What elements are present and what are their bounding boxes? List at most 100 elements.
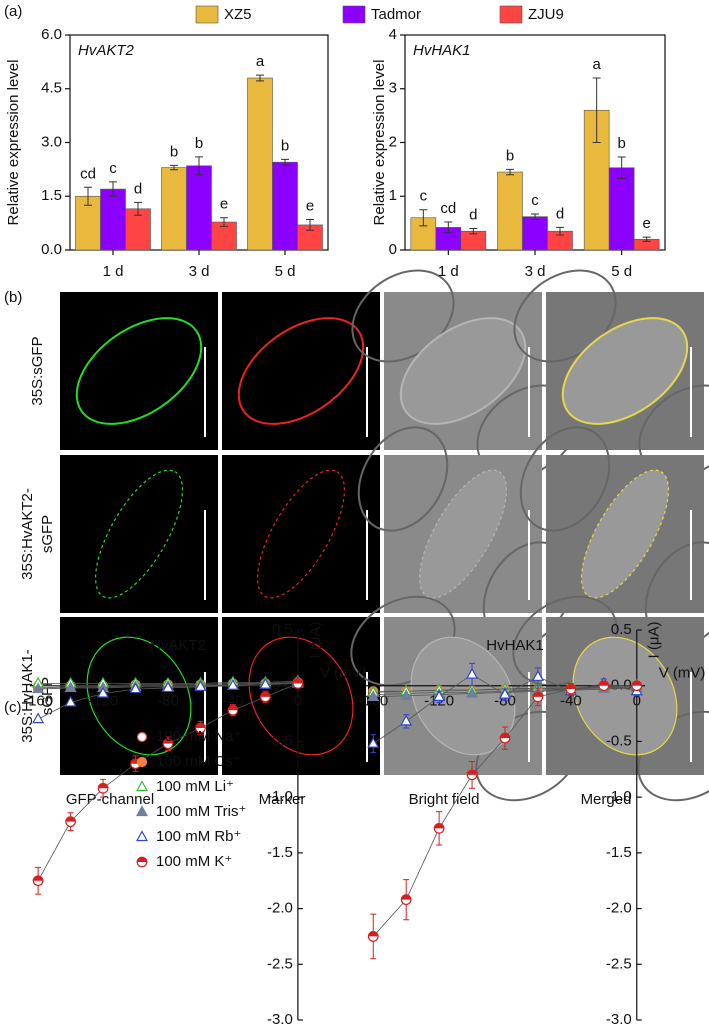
legend-swatch — [195, 5, 219, 24]
error-bar — [170, 164, 178, 171]
y-tick-label: -1.0 — [606, 788, 632, 805]
error-bar — [469, 228, 478, 235]
x-tick-label: -40 — [560, 693, 582, 710]
x-tick-label: 0 — [633, 693, 641, 710]
y-tick-label: 1 — [389, 187, 397, 204]
cell-outline — [357, 426, 449, 532]
marker — [367, 931, 379, 942]
x-axis-label: V (mV) — [659, 665, 706, 682]
marker-half — [500, 733, 510, 739]
significance-letter: b — [170, 143, 178, 160]
marker — [598, 680, 610, 692]
significance-letter: cd — [80, 165, 96, 182]
significance-letter: a — [256, 53, 265, 70]
marker — [400, 894, 412, 906]
significance-letter: c — [420, 188, 428, 205]
micrograph — [60, 455, 218, 613]
marker — [292, 678, 304, 689]
marker — [631, 680, 643, 692]
significance-letter: b — [617, 135, 625, 152]
marker — [162, 738, 174, 750]
marker-half — [65, 816, 76, 822]
y-tick-label: -0.5 — [606, 732, 632, 749]
bar — [161, 167, 187, 251]
bar — [608, 167, 635, 251]
legend-swatch — [342, 5, 366, 24]
cell-membrane — [256, 469, 346, 599]
cell-membrane — [410, 636, 516, 756]
series — [32, 675, 304, 724]
legend-label: XZ5 — [224, 6, 252, 23]
legend-swatch — [499, 5, 523, 24]
marker-half — [401, 894, 411, 900]
bar — [100, 188, 126, 251]
x-tick-label: 5 d — [611, 263, 632, 280]
y-tick-label: 0.0 — [272, 677, 293, 694]
chart-title: HvHAK1 — [486, 637, 544, 654]
y-tick-label: 0.5 — [272, 621, 293, 638]
marker — [367, 690, 380, 701]
marker — [136, 756, 148, 768]
x-tick-label: -40 — [222, 693, 244, 710]
cell-membrane — [418, 469, 508, 599]
significance-letter: cd — [440, 200, 456, 217]
y-tick-label: 3 — [389, 80, 397, 97]
marker — [532, 691, 544, 703]
legend-label: 100 mM Rb⁺ — [156, 828, 241, 845]
row-label: 35S:sGFP — [29, 336, 46, 405]
significance-letter: c — [109, 160, 117, 177]
column-label: Marker — [259, 791, 306, 808]
error-bar — [195, 156, 203, 176]
row-label: 35S:HvHAK1- — [19, 649, 36, 742]
row-label: sGFP — [39, 515, 56, 553]
y-tick-label: -0.5 — [267, 732, 293, 749]
marker — [400, 689, 413, 700]
x-tick-label: 1 d — [103, 263, 124, 280]
y-axis-label: Relative expression level — [371, 60, 388, 226]
significance-letter: d — [556, 205, 564, 222]
marker — [260, 691, 271, 703]
y-tick-label: 4.5 — [41, 80, 62, 97]
marker — [226, 678, 239, 690]
column-label: Bright field — [409, 791, 480, 808]
y-axis-label: Relative expression level — [5, 60, 22, 226]
marker — [195, 722, 206, 734]
x-axis-label: V (mV) — [320, 665, 367, 682]
cell-outline — [519, 426, 611, 532]
y-tick-label: -3.0 — [267, 1011, 293, 1028]
marker — [135, 830, 149, 842]
legend-label: 100 mM Cs⁺ — [156, 753, 241, 770]
marker-half — [195, 723, 206, 729]
marker — [227, 704, 239, 716]
cell-membrane — [94, 469, 184, 599]
marker-half — [599, 680, 609, 686]
error-bar — [256, 74, 264, 82]
marker — [433, 822, 445, 834]
y-tick-label: 1.5 — [41, 187, 62, 204]
marker-half — [566, 684, 576, 690]
chart-title: HvAKT2 — [78, 42, 135, 59]
significance-letter: b — [195, 135, 203, 152]
marker — [136, 731, 148, 743]
marker-half — [163, 738, 173, 744]
marker-half — [137, 857, 147, 862]
x-tick-label: -80 — [157, 693, 179, 710]
y-tick-label: 0 — [389, 241, 397, 258]
cell-membrane — [561, 317, 689, 425]
marker — [259, 677, 272, 689]
cell-membrane — [237, 317, 365, 425]
y-axis-label: I (μA) — [307, 622, 324, 659]
x-tick-label: -160 — [23, 693, 53, 710]
marker — [32, 682, 45, 694]
marker-half — [98, 783, 108, 789]
error-bar — [506, 168, 514, 176]
y-tick-label: -2.5 — [606, 955, 632, 972]
marker — [565, 683, 577, 695]
legend-label: 100 mM Tris⁺ — [156, 803, 246, 820]
panel-label: (c) — [4, 699, 22, 716]
micrograph — [222, 617, 380, 775]
y-tick-label: -2.0 — [606, 900, 632, 917]
y-tick-label: -1.5 — [267, 844, 293, 861]
legend-label: Tadmor — [371, 6, 421, 23]
